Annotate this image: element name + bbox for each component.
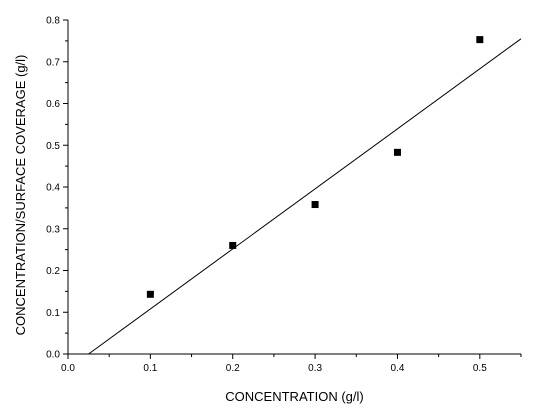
y-tick-label: 0.1 [46, 308, 60, 319]
x-tick-label: 0.3 [308, 363, 322, 374]
y-tick-label: 0.2 [46, 266, 60, 277]
data-point [393, 148, 401, 156]
linear-fit-line [88, 38, 522, 355]
data-point [311, 201, 319, 209]
y-tick-label: 0.0 [46, 350, 60, 361]
x-tick-label: 0.0 [61, 363, 75, 374]
x-ticks: 0.0 0.1 0.2 0.3 0.4 0.5 [61, 354, 522, 374]
x-axis-title: CONCENTRATION (g/l) [225, 389, 363, 404]
data-point [476, 36, 484, 44]
x-tick-label: 0.1 [143, 363, 157, 374]
x-tick-label: 0.4 [391, 363, 405, 374]
fit-line-layer [88, 38, 522, 355]
y-tick-label: 0.5 [46, 141, 60, 152]
x-tick-label: 0.2 [226, 363, 240, 374]
y-ticks: 0.0 0.1 0.2 0.3 0.4 0.5 0.6 0.7 0.8 [46, 16, 68, 361]
y-tick-label: 0.7 [46, 57, 60, 68]
y-axis-title: CONCENTRATION/SURFACE COVERAGE (g/l) [13, 55, 28, 336]
plot-frame [67, 20, 521, 355]
data-point [229, 241, 237, 249]
y-tick-label: 0.3 [46, 224, 60, 235]
y-tick-label: 0.4 [46, 183, 60, 194]
y-tick-label: 0.8 [46, 16, 60, 27]
data-points [146, 36, 484, 298]
x-tick-label: 0.5 [473, 363, 487, 374]
data-point [146, 290, 154, 298]
y-tick-label: 0.6 [46, 99, 60, 110]
